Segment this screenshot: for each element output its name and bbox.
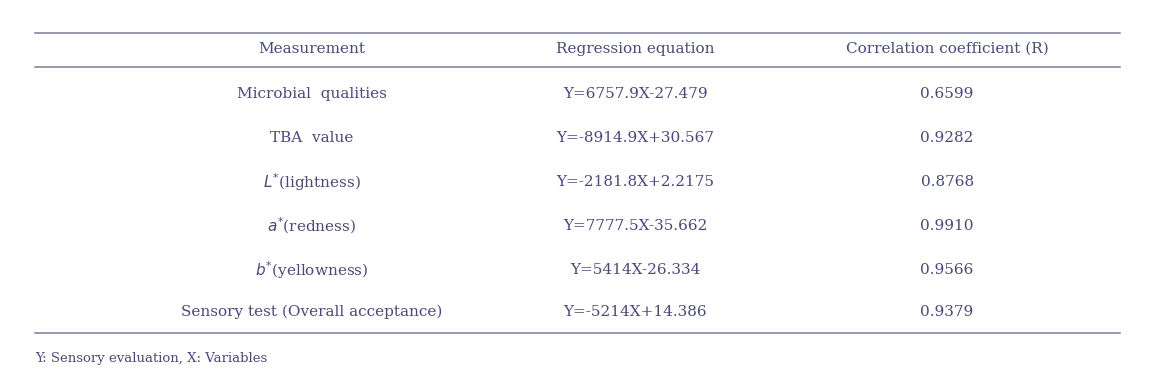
- Text: 0.9282: 0.9282: [921, 131, 974, 145]
- Text: TBA  value: TBA value: [270, 131, 353, 145]
- Text: $b^{*}$(yellowness): $b^{*}$(yellowness): [255, 259, 368, 281]
- Text: 0.9379: 0.9379: [921, 305, 974, 319]
- Text: 0.9566: 0.9566: [921, 263, 974, 277]
- Text: $a^{*}$(redness): $a^{*}$(redness): [267, 216, 357, 236]
- Text: 0.6599: 0.6599: [921, 87, 974, 101]
- Text: Y: Sensory evaluation, X: Variables: Y: Sensory evaluation, X: Variables: [35, 352, 267, 365]
- Text: Y=5414X-26.334: Y=5414X-26.334: [571, 263, 700, 277]
- Text: Measurement: Measurement: [259, 42, 365, 56]
- Text: Y=-2181.8X+2.2175: Y=-2181.8X+2.2175: [557, 175, 714, 189]
- Text: Y=7777.5X-35.662: Y=7777.5X-35.662: [564, 219, 707, 233]
- Text: Correlation coefficient (R): Correlation coefficient (R): [845, 42, 1049, 56]
- Text: 0.9910: 0.9910: [921, 219, 974, 233]
- Text: Y=-8914.9X+30.567: Y=-8914.9X+30.567: [557, 131, 714, 145]
- Text: Y=-5214X+14.386: Y=-5214X+14.386: [564, 305, 707, 319]
- Text: Regression equation: Regression equation: [556, 42, 715, 56]
- Text: 0.8768: 0.8768: [921, 175, 974, 189]
- Text: Microbial  qualities: Microbial qualities: [237, 87, 387, 101]
- Text: Sensory test (Overall acceptance): Sensory test (Overall acceptance): [181, 305, 442, 319]
- Text: Y=6757.9X-27.479: Y=6757.9X-27.479: [562, 87, 708, 101]
- Text: $L^{*}$(lightness): $L^{*}$(lightness): [263, 171, 360, 193]
